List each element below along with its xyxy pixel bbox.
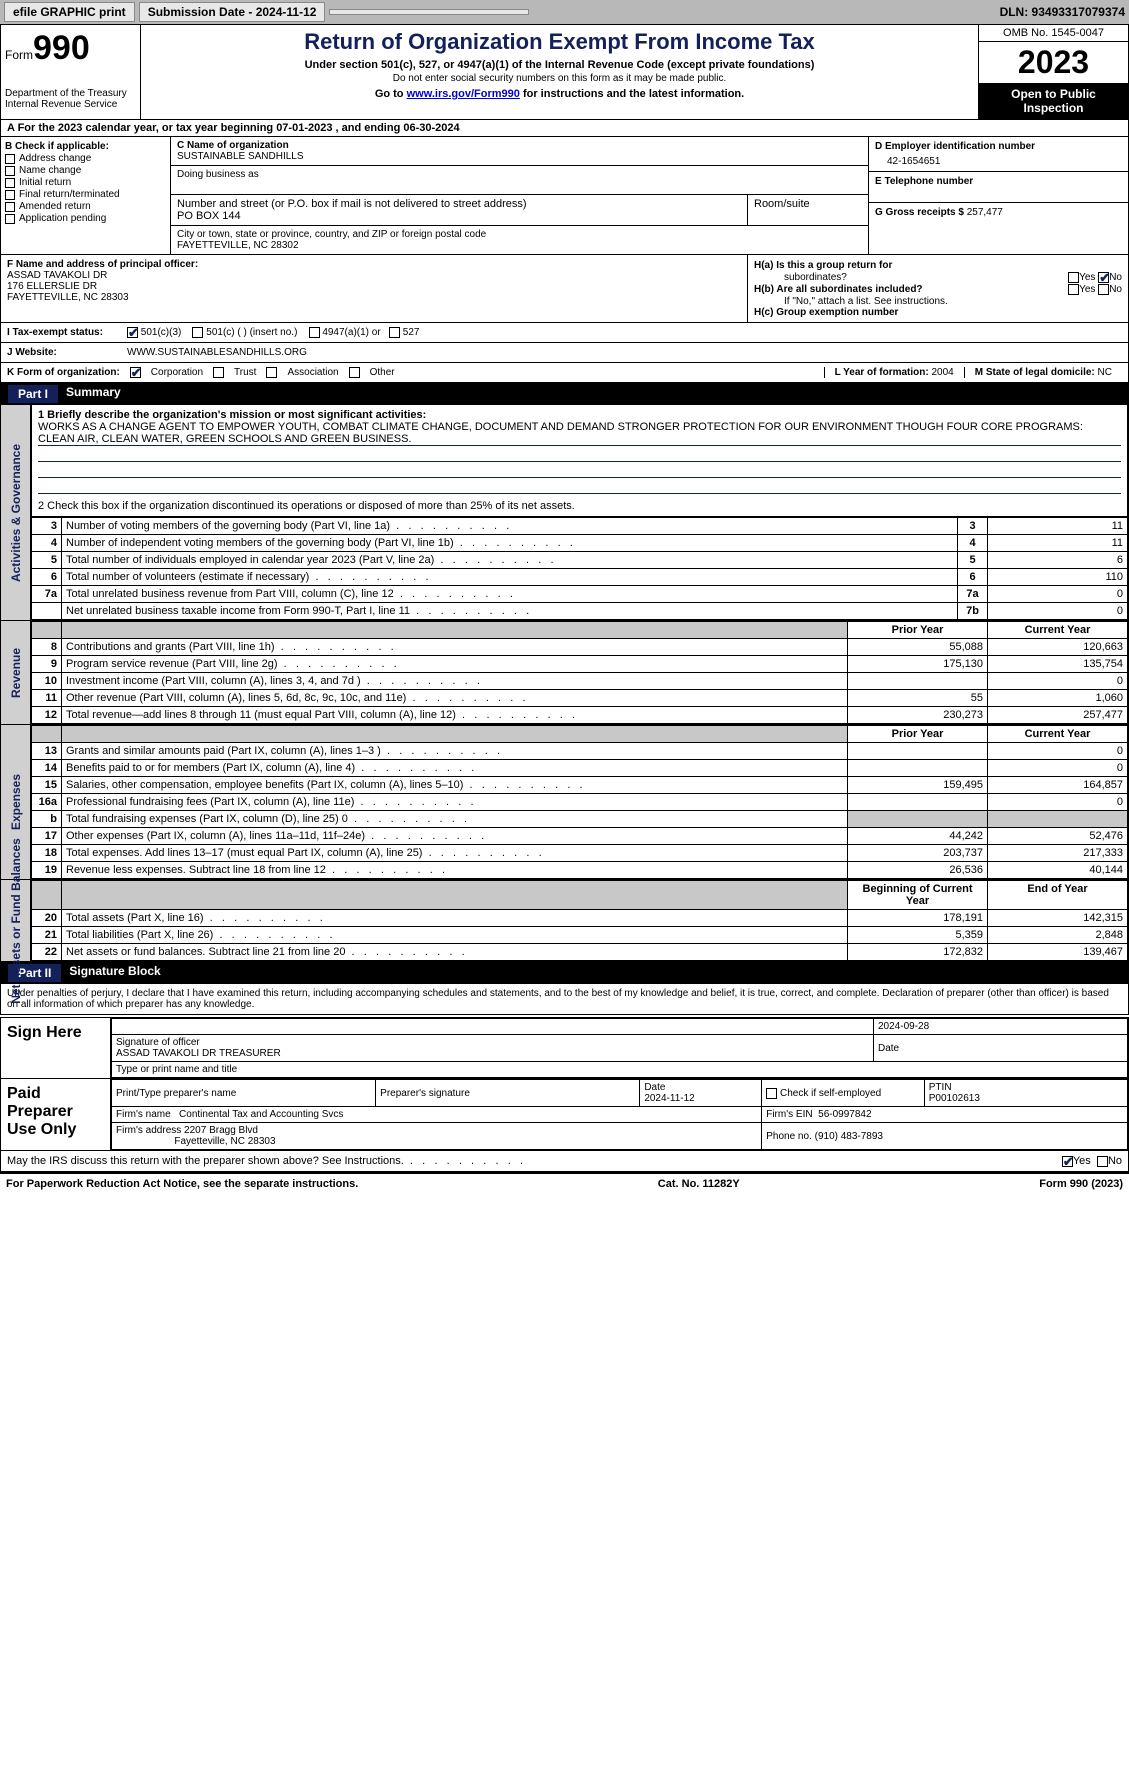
section-b: B Check if applicable: Address change Na… [1, 137, 171, 254]
line-a-tax-year: A For the 2023 calendar year, or tax yea… [0, 120, 1129, 137]
firm-ein: 56-0997842 [818, 1109, 871, 1120]
open-inspection: Open to Public Inspection [979, 83, 1128, 119]
activities-governance: Activities & Governance 1 Briefly descri… [0, 405, 1129, 621]
gross-receipts: 257,477 [967, 207, 1003, 218]
part-i-header: Part ISummary [0, 383, 1129, 405]
section-deg: D Employer identification number42-16546… [868, 137, 1128, 254]
part-ii-header: Part IISignature Block [0, 962, 1129, 984]
chk-527[interactable] [389, 327, 400, 338]
ein: 42-1654651 [875, 152, 1122, 167]
chk-assoc[interactable] [266, 367, 277, 378]
revenue: Revenue Prior YearCurrent Year8Contribut… [0, 621, 1129, 725]
chk-501c3[interactable] [127, 327, 138, 338]
mission: WORKS AS A CHANGE AGENT TO EMPOWER YOUTH… [38, 421, 1121, 446]
row-j: J Website: WWW.SUSTAINABLESANDHILLS.ORG [0, 343, 1129, 363]
firm-name: Continental Tax and Accounting Svcs [179, 1109, 343, 1120]
chk-final-return[interactable] [5, 190, 15, 200]
chk-4947[interactable] [309, 327, 320, 338]
sig-date1: 2024-09-28 [874, 1019, 1128, 1035]
tax-year: 2023 [979, 42, 1128, 83]
form-title: Return of Organization Exempt From Incom… [145, 29, 974, 55]
chk-hb-yes[interactable] [1068, 284, 1079, 295]
chk-ha-yes[interactable] [1068, 272, 1079, 283]
subtitle-section: Under section 501(c), 527, or 4947(a)(1)… [145, 59, 974, 71]
submission-date: Submission Date - 2024-11-12 [139, 2, 326, 22]
form-header: Form990 Department of the Treasury Inter… [0, 24, 1129, 120]
org-city: FAYETTEVILLE, NC 28302 [177, 240, 862, 251]
row-i: I Tax-exempt status: 501(c)(3) 501(c) ( … [0, 323, 1129, 343]
perjury-text: Under penalties of perjury, I declare th… [0, 984, 1129, 1015]
chk-ha-no[interactable] [1098, 272, 1109, 283]
firm-addr: 2207 Bragg Blvd [184, 1125, 258, 1136]
efile-print-button[interactable]: efile GRAPHIC print [4, 2, 135, 22]
chk-app-pending[interactable] [5, 214, 15, 224]
subtitle-ssn: Do not enter social security numbers on … [145, 73, 974, 84]
chk-trust[interactable] [213, 367, 224, 378]
website: WWW.SUSTAINABLESANDHILLS.ORG [121, 343, 1128, 362]
topbar: efile GRAPHIC print Submission Date - 20… [0, 0, 1129, 24]
chk-initial-return[interactable] [5, 178, 15, 188]
chk-address-change[interactable] [5, 154, 15, 164]
ptin: P00102613 [929, 1093, 980, 1104]
officer-name: ASSAD TAVAKOLI DR [7, 270, 741, 281]
form-number: 990 [33, 29, 90, 67]
expenses: Expenses Prior YearCurrent Year13Grants … [0, 725, 1129, 880]
paid-preparer-label: Paid Preparer Use Only [1, 1079, 111, 1150]
chk-501c[interactable] [192, 327, 203, 338]
officer-sig-name: ASSAD TAVAKOLI DR TREASURER [116, 1048, 869, 1059]
chk-name-change[interactable] [5, 166, 15, 176]
blank-bar-field [329, 9, 529, 15]
chk-hb-no[interactable] [1098, 284, 1109, 295]
year-formation: 2004 [931, 367, 953, 378]
chk-discuss-no[interactable] [1097, 1156, 1108, 1167]
chk-corp[interactable] [130, 367, 141, 378]
omb-number: OMB No. 1545-0047 [979, 25, 1128, 42]
signature-block: Sign Here 2024-09-28 Signature of office… [0, 1017, 1129, 1151]
section-bcdeg: B Check if applicable: Address change Na… [0, 137, 1129, 255]
sign-here-label: Sign Here [1, 1018, 111, 1078]
subtitle-goto: Go to www.irs.gov/Form990 for instructio… [145, 88, 974, 100]
section-f: F Name and address of principal officer:… [1, 255, 748, 322]
chk-discuss-yes[interactable] [1062, 1156, 1073, 1167]
section-c: C Name of organization SUSTAINABLE SANDH… [171, 137, 868, 254]
firm-phone: (910) 483-7893 [815, 1131, 883, 1142]
page-footer: For Paperwork Reduction Act Notice, see … [0, 1172, 1129, 1194]
chk-other[interactable] [349, 367, 360, 378]
irs-link[interactable]: www.irs.gov/Form990 [407, 88, 520, 100]
chk-self-employed[interactable] [766, 1088, 777, 1099]
section-h: H(a) Is this a group return for subordin… [748, 255, 1128, 322]
section-fh: F Name and address of principal officer:… [0, 255, 1129, 323]
discuss-row: May the IRS discuss this return with the… [0, 1151, 1129, 1172]
state-domicile: NC [1098, 367, 1112, 378]
dln-label: DLN: 93493317079374 [1000, 5, 1125, 19]
row-klm: K Form of organization: Corporation Trus… [0, 363, 1129, 383]
org-name: SUSTAINABLE SANDHILLS [177, 151, 862, 162]
prep-date: 2024-11-12 [644, 1093, 694, 1104]
net-assets: Net Assets or Fund Balances Beginning of… [0, 880, 1129, 962]
org-address: PO BOX 144 [177, 210, 741, 222]
chk-amended[interactable] [5, 202, 15, 212]
form-word: Form [5, 48, 33, 62]
dept-treasury: Department of the Treasury Internal Reve… [5, 88, 136, 110]
